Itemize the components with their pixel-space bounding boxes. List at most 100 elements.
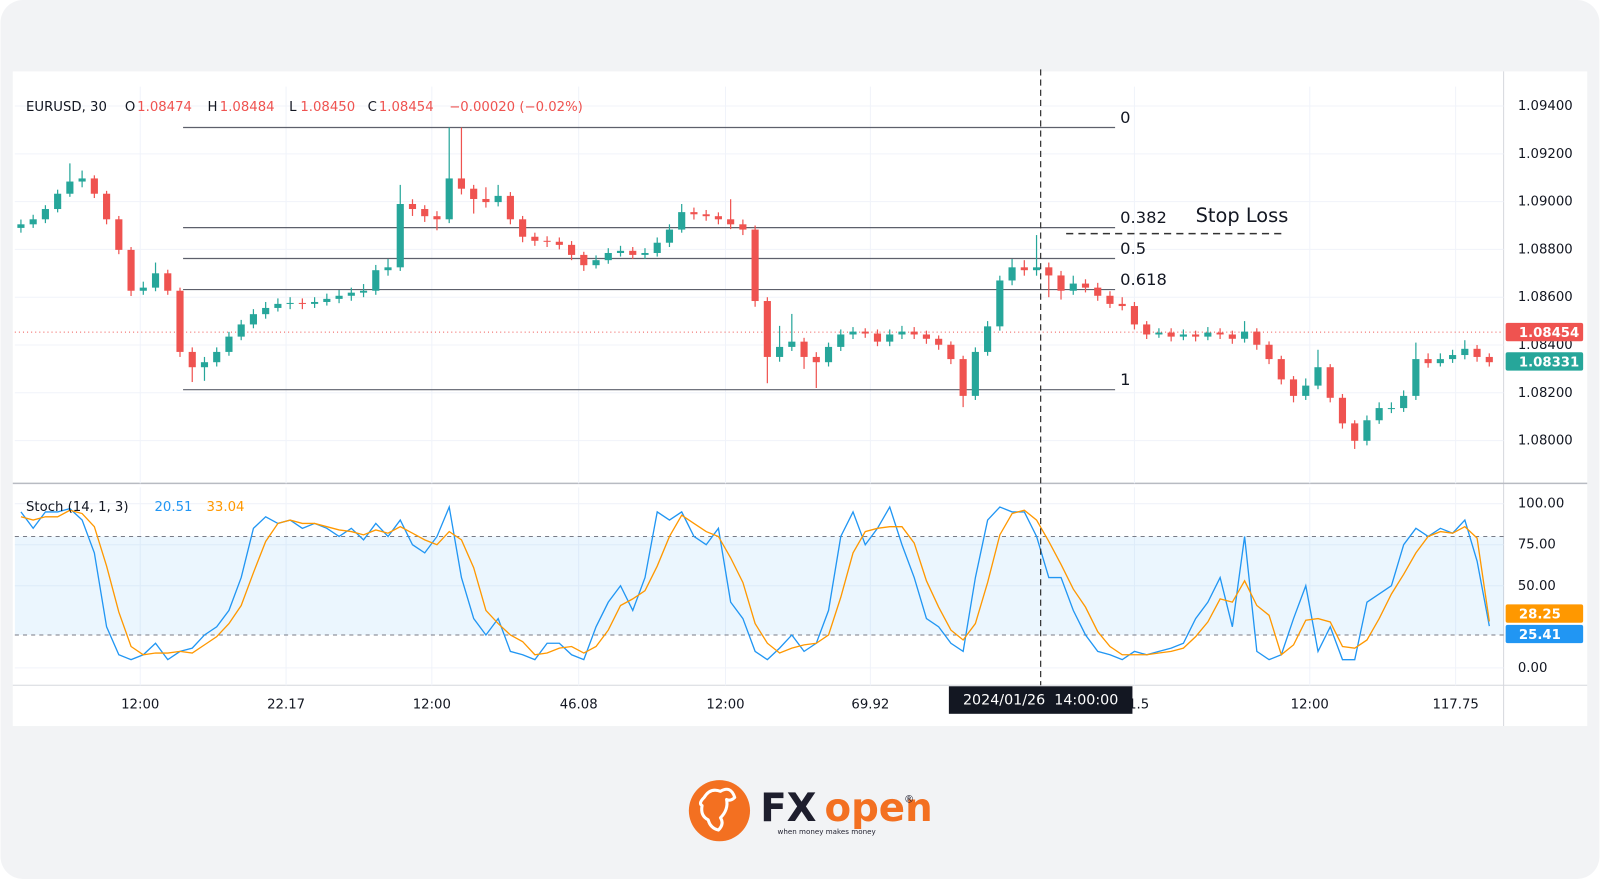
candle-body	[984, 326, 992, 352]
candle-body	[531, 236, 539, 241]
ohlc-key: L	[289, 100, 297, 115]
candle-body	[274, 303, 282, 308]
change-value: −0.00020 (−0.02%)	[449, 100, 583, 115]
candle-body	[1069, 283, 1077, 291]
logo-open: open	[824, 786, 932, 831]
candle-body	[776, 346, 784, 357]
candle-body	[1351, 423, 1359, 441]
candle-body	[1436, 359, 1444, 364]
candle-body	[1253, 331, 1261, 345]
candle-body	[604, 252, 612, 261]
candle-body	[629, 250, 637, 255]
logo-bull	[698, 787, 737, 832]
candle-body	[1094, 287, 1102, 296]
y-tick-label: 75.00	[1518, 538, 1556, 553]
stoch-line	[20, 504, 1490, 661]
candle-body	[690, 212, 698, 215]
candle-body	[1363, 420, 1371, 441]
candle-body	[812, 356, 820, 363]
indicator-title: Stoch (14, 1, 3)	[26, 500, 129, 515]
y-tick-label: 1.08200	[1518, 386, 1573, 401]
ohlc-value: 1.08454	[379, 100, 434, 115]
candle-body	[702, 214, 710, 217]
candle-body	[1412, 359, 1420, 396]
candle-body	[519, 219, 527, 237]
ohlc-value: 1.08474	[137, 100, 192, 115]
candle-body	[372, 270, 380, 291]
y-tick-label: 1.08800	[1518, 242, 1573, 257]
candle-body	[213, 351, 221, 363]
candle-body	[470, 188, 478, 199]
fib-label: 1	[1120, 370, 1130, 389]
candle-body	[935, 338, 943, 345]
y-tick-label: 50.00	[1518, 579, 1556, 594]
candle-body	[78, 178, 86, 182]
candle-body	[1302, 385, 1310, 396]
x-tick-label: 117.75	[1432, 698, 1478, 713]
candle-body	[1106, 295, 1114, 304]
candle-body	[751, 229, 759, 302]
candle-body	[543, 240, 551, 242]
candle-body	[54, 193, 62, 210]
candle-body	[665, 229, 674, 243]
candle-body	[127, 249, 135, 291]
value-label-box	[1505, 604, 1584, 623]
y-tick-label: 1.09000	[1518, 195, 1573, 210]
candle-body	[115, 219, 123, 250]
candle-body	[1228, 334, 1236, 339]
ohlc-key: O	[125, 100, 135, 115]
logo-fx: FX	[760, 786, 816, 831]
candle-body	[1045, 267, 1053, 276]
candle-body	[396, 204, 404, 268]
candle-body	[1216, 332, 1224, 335]
candle-body	[41, 209, 49, 220]
candle-body	[886, 334, 894, 342]
candle-body	[1314, 367, 1322, 386]
candle-body	[1081, 283, 1090, 288]
candle-body	[1424, 359, 1432, 364]
candle-body	[678, 212, 686, 230]
value-label: 28.25	[1519, 608, 1561, 623]
candle-body	[837, 334, 845, 347]
logo-badge	[688, 780, 751, 842]
candle-body	[506, 195, 514, 220]
candle-body	[139, 287, 147, 291]
x-tick-label: 69.92	[851, 698, 889, 713]
candle-body	[788, 341, 796, 347]
candle-body	[1449, 355, 1457, 360]
candle-body	[922, 334, 930, 339]
logo: FX open ® when money makes money	[688, 780, 933, 842]
candle-body	[384, 267, 392, 271]
x-tick-label: 46.08	[560, 698, 598, 713]
candle-body	[1008, 267, 1016, 281]
stoch-line	[20, 509, 1490, 656]
fib-label: 0.618	[1120, 270, 1167, 289]
candle-body	[971, 351, 979, 396]
y-tick-label: 1.09400	[1518, 99, 1573, 114]
value-label-box	[1505, 624, 1584, 644]
candle-body	[1118, 303, 1126, 307]
ohlc-value: 1.08450	[300, 100, 355, 115]
candle-body	[200, 362, 209, 368]
y-tick-label: 1.08400	[1518, 338, 1573, 353]
x-tick-label: 12:00	[706, 698, 744, 713]
candle-body	[959, 359, 967, 396]
candle-body	[421, 209, 429, 217]
x-tick-label: 12:00	[413, 698, 451, 713]
candle-body	[898, 331, 906, 335]
candle-body	[824, 346, 833, 363]
candle-body	[445, 178, 453, 220]
candle-body	[739, 224, 747, 230]
y-tick-label: 1.09200	[1518, 147, 1573, 162]
indicator-value: 20.51	[155, 500, 193, 515]
ohlc-key: H	[208, 100, 218, 115]
candle-body	[1032, 267, 1041, 271]
candle-body	[1167, 332, 1175, 337]
candle-body	[592, 260, 600, 266]
price-label: 1.08331	[1519, 355, 1579, 370]
x-tick-label: 12:00	[1291, 698, 1329, 713]
candle-body	[347, 292, 355, 296]
candle-body	[763, 301, 771, 357]
stop-loss-label: Stop Loss	[1196, 204, 1289, 227]
candle-body	[1473, 348, 1481, 357]
